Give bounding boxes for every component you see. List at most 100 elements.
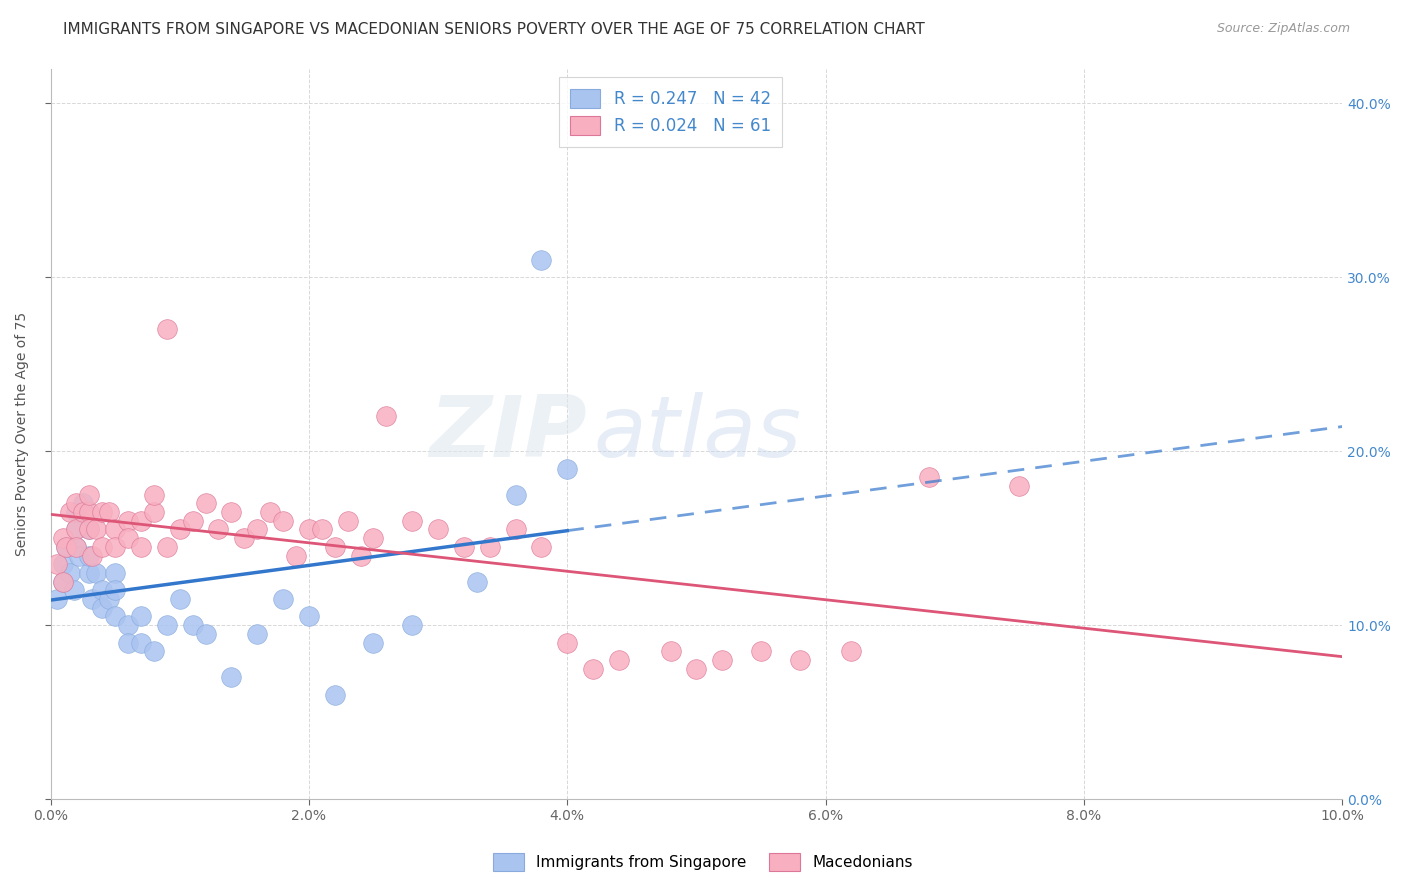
Point <box>129 635 152 649</box>
Point <box>59 505 82 519</box>
Point <box>46 592 69 607</box>
Point <box>685 662 707 676</box>
Point <box>156 540 179 554</box>
Point <box>841 644 863 658</box>
Point <box>156 618 179 632</box>
Point <box>749 644 772 658</box>
Point <box>582 662 605 676</box>
Text: ZIP: ZIP <box>429 392 586 475</box>
Point <box>194 627 217 641</box>
Point <box>65 523 87 537</box>
Point <box>117 531 139 545</box>
Point <box>65 540 87 554</box>
Point <box>77 523 100 537</box>
Point <box>789 653 811 667</box>
Point <box>221 505 243 519</box>
Point <box>259 505 281 519</box>
Point <box>59 566 82 580</box>
Point <box>142 644 165 658</box>
Point <box>104 540 127 554</box>
Point <box>84 523 107 537</box>
Point <box>401 514 423 528</box>
Point <box>129 514 152 528</box>
Point <box>55 540 77 554</box>
Point <box>65 496 87 510</box>
Point <box>505 523 527 537</box>
Point <box>169 523 191 537</box>
Point <box>711 653 734 667</box>
Point <box>181 618 204 632</box>
Point <box>62 583 84 598</box>
Point <box>156 322 179 336</box>
Point <box>401 618 423 632</box>
Point <box>80 549 103 563</box>
Point <box>65 540 87 554</box>
Point <box>117 635 139 649</box>
Point <box>72 496 94 510</box>
Point <box>129 609 152 624</box>
Point <box>530 252 553 267</box>
Point <box>65 523 87 537</box>
Point <box>505 488 527 502</box>
Legend: Immigrants from Singapore, Macedonians: Immigrants from Singapore, Macedonians <box>488 847 918 877</box>
Point <box>67 549 90 563</box>
Point <box>77 523 100 537</box>
Point <box>453 540 475 554</box>
Point <box>91 540 114 554</box>
Point <box>77 488 100 502</box>
Point <box>104 523 127 537</box>
Point <box>478 540 501 554</box>
Point <box>607 653 630 667</box>
Point <box>246 627 269 641</box>
Point <box>52 531 75 545</box>
Point <box>97 592 120 607</box>
Point <box>298 523 321 537</box>
Point <box>207 523 229 537</box>
Point <box>104 583 127 598</box>
Point <box>323 540 346 554</box>
Point <box>194 496 217 510</box>
Point <box>375 409 398 424</box>
Point <box>117 514 139 528</box>
Point <box>465 574 488 589</box>
Point <box>284 549 307 563</box>
Point <box>142 488 165 502</box>
Point <box>659 644 682 658</box>
Point <box>427 523 450 537</box>
Point <box>77 566 100 580</box>
Point <box>271 592 294 607</box>
Point <box>91 600 114 615</box>
Point <box>918 470 941 484</box>
Point <box>91 505 114 519</box>
Point <box>221 670 243 684</box>
Point <box>1008 479 1031 493</box>
Point <box>271 514 294 528</box>
Point <box>311 523 333 537</box>
Point <box>91 583 114 598</box>
Point <box>530 540 553 554</box>
Point <box>555 635 578 649</box>
Point <box>104 566 127 580</box>
Point <box>169 592 191 607</box>
Text: atlas: atlas <box>593 392 801 475</box>
Text: Source: ZipAtlas.com: Source: ZipAtlas.com <box>1216 22 1350 36</box>
Point <box>52 574 75 589</box>
Point <box>55 540 77 554</box>
Legend: R = 0.247   N = 42, R = 0.024   N = 61: R = 0.247 N = 42, R = 0.024 N = 61 <box>558 77 783 147</box>
Point <box>52 574 75 589</box>
Point <box>80 592 103 607</box>
Point <box>363 531 385 545</box>
Point <box>97 505 120 519</box>
Point <box>84 566 107 580</box>
Point <box>117 618 139 632</box>
Point <box>246 523 269 537</box>
Y-axis label: Seniors Poverty Over the Age of 75: Seniors Poverty Over the Age of 75 <box>15 311 30 556</box>
Point <box>65 505 87 519</box>
Point <box>142 505 165 519</box>
Point <box>129 540 152 554</box>
Point <box>181 514 204 528</box>
Point <box>349 549 371 563</box>
Point <box>77 505 100 519</box>
Point <box>363 635 385 649</box>
Point <box>298 609 321 624</box>
